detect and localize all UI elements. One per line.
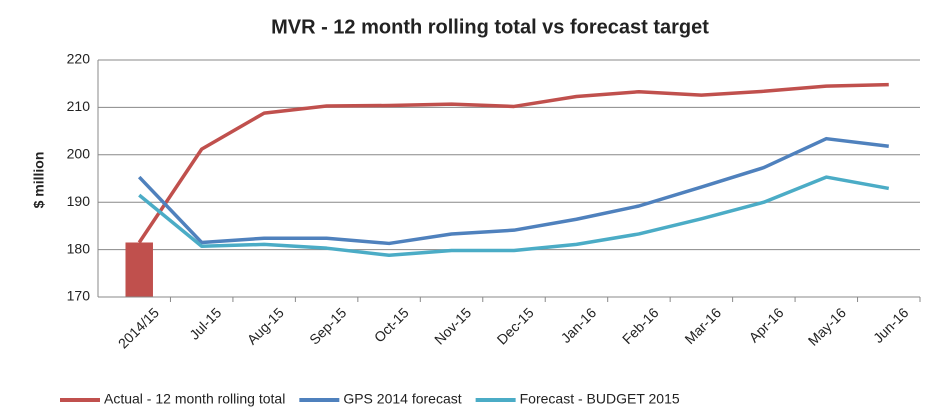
x-tick-label: Aug-15 (244, 304, 287, 347)
line (137, 82, 889, 244)
legend-label: GPS 2014 forecast (343, 391, 461, 407)
x-tick-label: Jan-16 (558, 304, 600, 346)
x-tick-label: Apr-16 (746, 304, 787, 345)
y-tick-label: 210 (67, 98, 91, 114)
legend-label: Actual - 12 month rolling total (104, 391, 285, 407)
line (138, 175, 890, 258)
x-tick-label: Sep-15 (306, 304, 349, 347)
y-tick-label: 190 (67, 193, 91, 209)
x-tick-label: Jul-15 (186, 304, 224, 342)
legend-label: Forecast - BUDGET 2015 (520, 391, 680, 407)
x-tick-label: Mar-16 (681, 304, 724, 347)
y-tick-label: 220 (67, 51, 91, 67)
x-tick-label: Oct-15 (371, 304, 412, 345)
line (137, 136, 889, 246)
bar (125, 242, 153, 297)
y-tick-label: 170 (67, 288, 91, 304)
x-tick-label: Jun-16 (870, 304, 912, 346)
chart-title: MVR - 12 month rolling total vs forecast… (271, 16, 709, 38)
x-tick-label: 2014/15 (115, 304, 162, 351)
y-tick-label: 200 (67, 146, 91, 162)
y-tick-label: 180 (67, 240, 91, 256)
y-axis-label: $ million (31, 152, 47, 209)
x-tick-label: May-16 (805, 304, 849, 348)
x-tick-label: Dec-15 (494, 304, 537, 347)
x-tick-label: Nov-15 (431, 304, 474, 347)
x-tick-label: Feb-16 (619, 304, 662, 347)
